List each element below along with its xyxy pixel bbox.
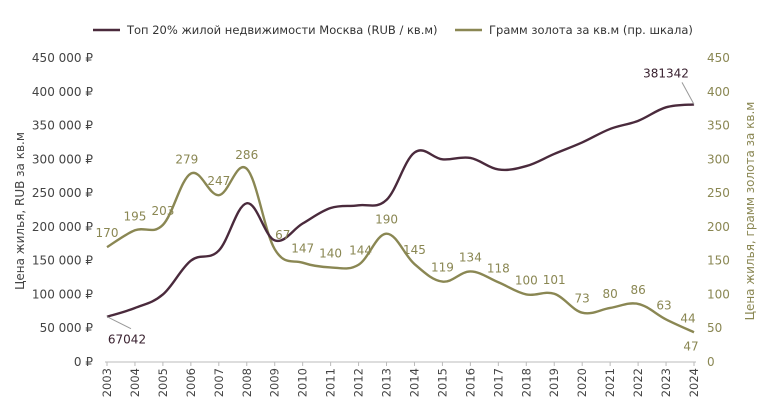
y-tick-left: 450 000 ₽ [32, 51, 93, 65]
data-label-gold: 203 [151, 204, 174, 218]
x-tick-label: 2007 [212, 368, 226, 397]
y-axis-title-right: Цена жилья, грамм золота за кв.м [743, 102, 757, 321]
data-label-gold: 86 [630, 283, 645, 297]
y-tick-left: 250 000 ₽ [32, 186, 93, 200]
y-tick-left: 200 000 ₽ [32, 220, 93, 234]
data-label-gold: 145 [403, 243, 426, 257]
x-tick-label: 2011 [324, 368, 338, 397]
data-label-gold: 118 [487, 261, 510, 275]
legend-label-gold: Грамм золота за кв.м (пр. шкала) [489, 23, 693, 37]
data-label-gold: 67 [275, 228, 290, 242]
data-label-gold: 140 [319, 246, 342, 260]
data-label-gold: 44 [680, 311, 695, 325]
data-label-gold: 119 [431, 261, 454, 275]
y-tick-right: 300 [707, 152, 730, 166]
leader-line-last [681, 82, 695, 105]
x-tick-label: 2006 [184, 368, 198, 397]
x-tick-label: 2010 [296, 368, 310, 397]
y-tick-left: 400 000 ₽ [32, 85, 93, 99]
data-label-gold: 100 [515, 273, 538, 287]
x-tick-label: 2005 [156, 368, 170, 397]
data-label-gold: 144 [349, 244, 372, 258]
y-tick-right: 100 [707, 287, 730, 301]
x-tick-label: 2003 [100, 368, 114, 397]
x-tick-label: 2013 [380, 368, 394, 397]
y-axis-title-left: Цена жилья, RUB за кв.м [13, 132, 27, 290]
y-tick-left: 350 000 ₽ [32, 119, 93, 133]
data-label-gold: 73 [575, 292, 590, 306]
x-tick-label: 2004 [128, 368, 142, 397]
x-tick-label: 2023 [659, 368, 673, 397]
data-label-gold: 279 [175, 153, 198, 167]
series-line-moscow [106, 103, 695, 318]
y-tick-right: 350 [707, 119, 730, 133]
x-tick-label: 2022 [631, 368, 645, 397]
data-label-moscow-first: 67042 [108, 333, 146, 347]
y-tick-right: 250 [707, 186, 730, 200]
y-tick-right: 50 [707, 321, 722, 335]
data-label-moscow-last: 381342 [643, 66, 689, 80]
y-tick-right: 400 [707, 85, 730, 99]
data-label-gold: 195 [123, 209, 146, 223]
series [106, 103, 695, 334]
axes: 0 ₽ 50 000 ₽ 100 000 ₽ 150 000 ₽ 200 000 ₽ 25… [32, 51, 730, 397]
y-tick-right: 450 [707, 51, 730, 65]
data-label-gold: 247 [207, 174, 230, 188]
series-line-gold [106, 165, 695, 334]
y-tick-right: 150 [707, 254, 730, 268]
legend: Топ 20% жилой недвижимости Москва (RUB /… [93, 23, 693, 37]
leader-line-first [106, 316, 132, 330]
y-tick-left: 100 000 ₽ [32, 287, 93, 301]
x-tick-label: 2021 [603, 368, 617, 397]
data-label-gold: 101 [543, 273, 566, 287]
x-tick-label: 2018 [519, 368, 533, 397]
data-label-gold: 80 [603, 287, 618, 301]
x-tick-label: 2009 [268, 368, 282, 397]
x-tick-label: 2020 [575, 368, 589, 397]
x-tick-label: 2019 [547, 368, 561, 397]
legend-label-moscow: Топ 20% жилой недвижимости Москва (RUB /… [126, 23, 438, 37]
y-tick-left: 300 000 ₽ [32, 152, 93, 166]
y-tick-right: 0 [707, 355, 715, 369]
data-label-gold-extra: 47 [683, 339, 698, 353]
x-tick-label: 2016 [463, 368, 477, 397]
data-label-gold: 170 [96, 226, 119, 240]
data-label-gold: 147 [291, 242, 314, 256]
x-tick-label: 2017 [491, 368, 505, 397]
x-tick-label: 2008 [240, 368, 254, 397]
x-tick-label: 2012 [352, 368, 366, 397]
data-label-gold: 134 [459, 250, 482, 264]
x-tick-label: 2024 [687, 368, 701, 397]
y-tick-left: 0 ₽ [74, 355, 93, 369]
y-tick-right: 200 [707, 220, 730, 234]
x-tick-label: 2014 [407, 368, 421, 397]
y-tick-left: 150 000 ₽ [32, 254, 93, 268]
data-label-gold: 190 [375, 213, 398, 227]
y-tick-left: 50 000 ₽ [40, 321, 94, 335]
data-label-gold: 286 [235, 148, 258, 162]
x-tick-label: 2015 [435, 368, 449, 397]
data-label-gold: 63 [656, 298, 671, 312]
